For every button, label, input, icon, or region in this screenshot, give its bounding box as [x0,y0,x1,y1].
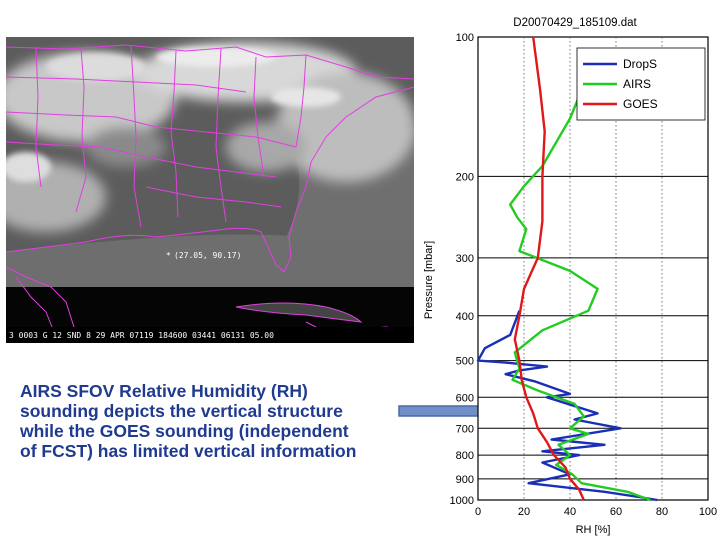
island-shape [236,303,361,322]
y-tick-label: 200 [456,171,474,183]
y-tick-label: 700 [456,423,474,435]
marker-coordinates-label: (27.05, 90.17) [174,251,241,260]
y-axis-label: Pressure [mbar] [423,241,435,319]
caption-line: of FCST) has limited vertical informatio… [20,441,357,461]
legend-label: DropS [623,57,657,71]
image-footer-bar [6,327,414,343]
plot-area: 0 20 40 60 80 100 100 200 300 400 500 600 700 800 900 1… [450,32,718,518]
x-tick-label: 40 [564,506,576,518]
sounding-location-marker: * [166,251,171,260]
legend-label: GOES [623,97,658,111]
x-tick-label: 80 [656,506,668,518]
x-tick-label: 100 [699,506,717,518]
y-tick-label: 600 [456,392,474,404]
y-tick-label: 1000 [450,495,474,507]
y-tick-label: 900 [456,474,474,486]
caption-text: AIRS SFOV Relative Humidity (RH) soundin… [20,381,420,461]
series-line-drops [476,310,658,502]
svg-text:*: * [166,251,171,260]
y-tick-label: 500 [456,356,474,368]
y-tick-label: 800 [456,450,474,462]
y-tick-label: 300 [456,253,474,265]
legend-label: AIRS [623,77,651,91]
gulf-of-mexico [6,234,414,287]
x-tick-label: 60 [610,506,622,518]
caption-line: while the GOES sounding (independent [20,421,349,441]
x-tick-label: 20 [518,506,530,518]
caption-line: sounding depicts the vertical structure [20,401,343,421]
y-tick-label: 400 [456,311,474,323]
rh-profile-chart: D20070429_185109.dat 0 20 40 60 80 100 100 200 3… [423,17,718,536]
caption-line: AIRS SFOV Relative Humidity (RH) [20,381,308,401]
x-tick-label: 0 [475,506,481,518]
series-line-goes [513,36,585,501]
chart-title: D20070429_185109.dat [513,17,637,29]
image-footer-text: 3 0003 G 12 SND 8 29 APR 07119 184600 03… [9,331,274,340]
x-axis-label: RH [%] [576,524,611,536]
y-tick-label: 100 [456,32,474,44]
satellite-image: * (27.05, 90.17) 3 0003 G 12 SND 8 29 AP… [6,37,414,343]
